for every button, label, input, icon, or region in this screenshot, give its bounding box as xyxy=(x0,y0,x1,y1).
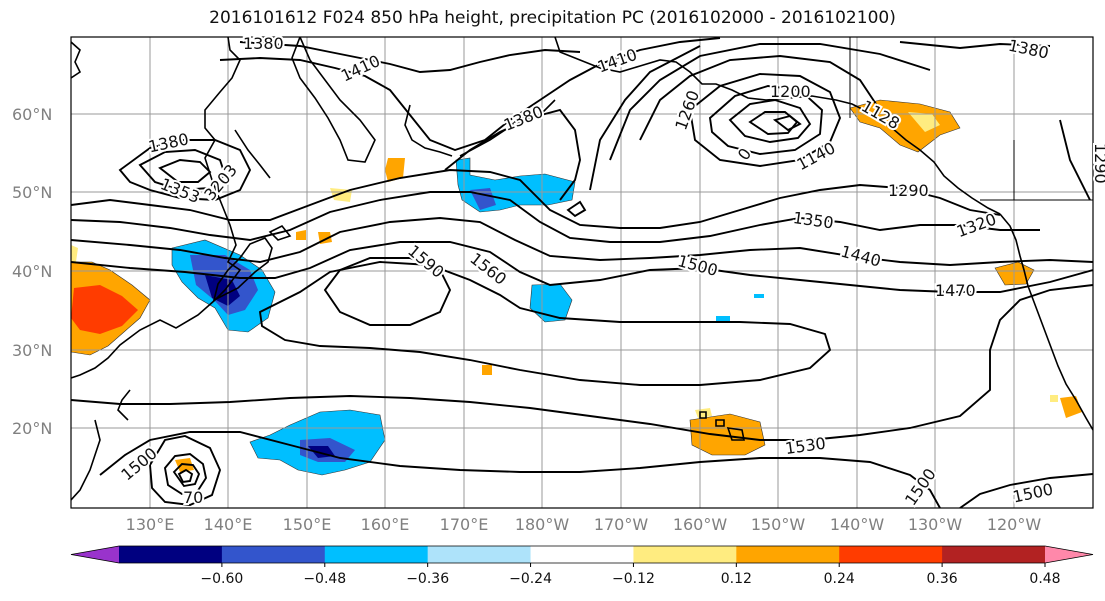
colorbar-bin xyxy=(221,546,326,563)
contour-1380-ridge xyxy=(444,108,581,201)
contour-label: 1470 xyxy=(935,281,976,300)
map-title: 2016101612 F024 850 hPa height, precipit… xyxy=(209,8,896,28)
colorbar-bin xyxy=(736,546,840,563)
colorbar-tick-label: −0.48 xyxy=(303,571,346,587)
lon-label: 170°W xyxy=(594,515,649,534)
colorbar-extend-high xyxy=(1045,546,1093,563)
lon-label: 170°E xyxy=(440,515,489,534)
contour-1530 xyxy=(71,284,1093,441)
lon-label: 150°E xyxy=(283,515,332,534)
lat-label: 40°N xyxy=(12,262,52,281)
contour-label: 1200 xyxy=(770,82,811,101)
colorbar-bin xyxy=(839,546,943,563)
colorbar-tick-label: −0.24 xyxy=(509,571,552,587)
contour-1290 xyxy=(71,169,1001,229)
lon-label: 180°W xyxy=(515,515,570,534)
contour-label: 1380 xyxy=(243,34,284,53)
contour-label: 1290 xyxy=(888,181,929,200)
colorbar-bin xyxy=(942,546,1046,563)
lon-label: 140°W xyxy=(830,515,885,534)
contour-1380-north xyxy=(239,41,581,73)
lat-label: 60°N xyxy=(12,105,52,124)
colorbar-bin xyxy=(324,546,429,563)
contour-1500-south xyxy=(99,431,941,508)
precip-positive-area xyxy=(849,99,961,153)
colorbar-tick-label: 0.12 xyxy=(721,571,752,587)
colorbar-bin xyxy=(530,546,634,563)
contour-label: 70 xyxy=(183,488,203,507)
contour-1500 xyxy=(71,241,1093,293)
contour-label: 1290 xyxy=(1091,143,1105,184)
colorbar-bin xyxy=(633,546,737,563)
latitude-labels: 60°N 50°N 40°N 30°N 20°N xyxy=(12,105,52,438)
lon-label: 160°E xyxy=(361,515,410,534)
contour-1590-high xyxy=(323,257,452,326)
colorbar-tick-label: −0.36 xyxy=(406,571,449,587)
colorbar-extend-low xyxy=(71,546,119,563)
colorbar-tick-label: 0.36 xyxy=(927,571,958,587)
colorbar-tick-label: 0.48 xyxy=(1029,571,1060,587)
lon-label: 130°W xyxy=(908,515,963,534)
lon-label: 120°W xyxy=(987,515,1042,534)
contour-1440 xyxy=(71,217,1093,266)
precip-positive-core xyxy=(71,285,138,334)
contour-low-west xyxy=(118,139,252,201)
coastlines xyxy=(71,37,1093,501)
lon-label: 150°W xyxy=(751,515,806,534)
colorbar-bin xyxy=(119,546,223,563)
colorbar-bin xyxy=(427,546,532,563)
contour-low-gulf xyxy=(688,73,842,167)
lat-label: 20°N xyxy=(12,419,52,438)
colorbar-outline xyxy=(70,545,1094,564)
colorbar-tick-label: −0.60 xyxy=(200,571,243,587)
contour-1560 xyxy=(258,261,832,386)
colorbar: −0.60 −0.48 −0.36 −0.24 −0.12 0.12 0.24 0.36 0.4… xyxy=(70,545,1094,587)
contour-1350 xyxy=(71,191,1040,243)
longitude-labels: 130°E 140°E 150°E 160°E 170°E 180°W 170°… xyxy=(126,515,1042,534)
colorbar-tick-label: −0.12 xyxy=(612,571,655,587)
borders xyxy=(849,37,1093,201)
lon-label: 130°E xyxy=(126,515,175,534)
contour-1410-north xyxy=(219,37,721,152)
precip-positive-area xyxy=(689,413,766,456)
lon-label: 160°W xyxy=(673,515,728,534)
lon-label: 140°E xyxy=(204,515,253,534)
lat-label: 30°N xyxy=(12,341,52,360)
height-contours xyxy=(71,37,1093,508)
graticule xyxy=(71,37,1093,508)
map-frame xyxy=(70,36,1094,509)
lat-label: 50°N xyxy=(12,183,52,202)
contour-1500-se xyxy=(959,473,1093,508)
colorbar-tick-label: 0.24 xyxy=(824,571,855,587)
